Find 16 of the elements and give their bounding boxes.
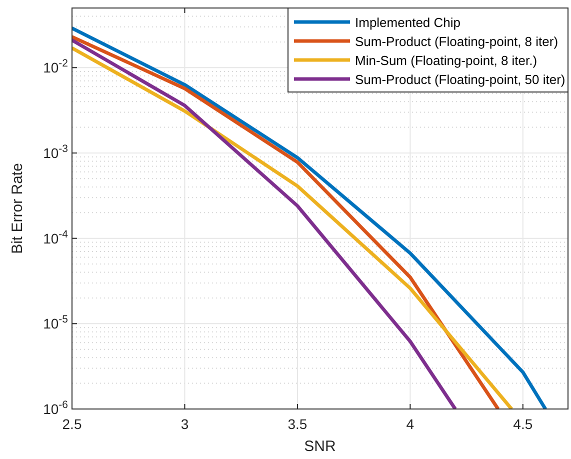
x-tick-label: 4.5 (513, 416, 533, 432)
x-axis-title: SNR (304, 438, 336, 455)
y-tick-label: 10$^{-4}$ (43, 228, 68, 246)
legend-label: Implemented Chip (355, 15, 460, 30)
y-tick-label: 10$^{-6}$ (43, 399, 68, 417)
y-tick-label: 10$^{-2}$ (43, 58, 68, 76)
x-tick-label: 2.5 (62, 416, 82, 432)
x-tick-label: 3 (180, 416, 189, 432)
y-axis-title: Bit Error Rate (9, 163, 26, 254)
y-tick-label: 10$^{-3}$ (43, 142, 68, 161)
x-tick-label: 3.5 (288, 416, 308, 432)
legend-label: Sum-Product (Floating-point, 50 iter) (355, 72, 566, 87)
x-tick-label: 4 (406, 416, 414, 432)
legend-label: Sum-Product (Floating-point, 8 iter) (355, 34, 558, 49)
legend-label: Min-Sum (Floating-point, 8 iter.) (355, 53, 538, 68)
y-tick-label: 10$^{-5}$ (43, 314, 68, 332)
